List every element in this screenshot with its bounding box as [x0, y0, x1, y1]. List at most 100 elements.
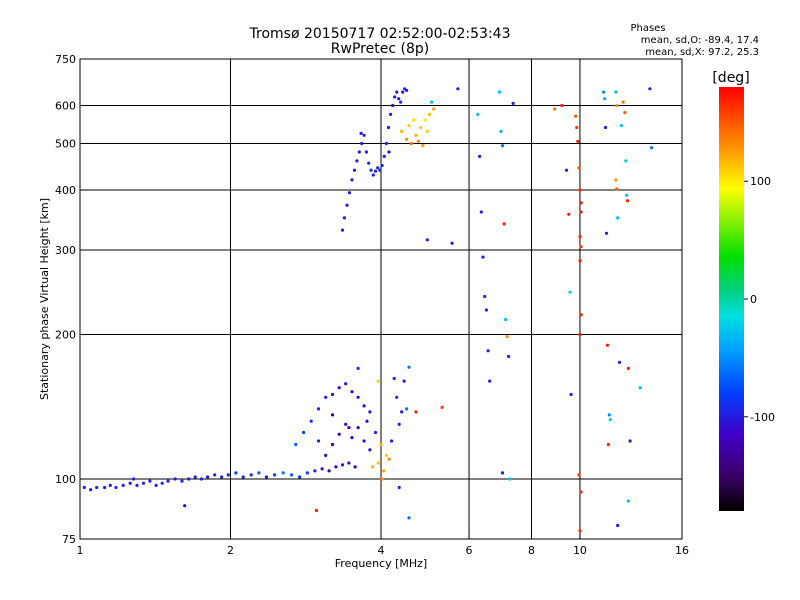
echo-point [345, 203, 349, 207]
echo-point [614, 178, 618, 182]
echo-point [114, 485, 118, 490]
echo-point [397, 485, 401, 490]
echo-point [187, 477, 191, 481]
echo-point [507, 354, 511, 359]
echo-point [160, 481, 164, 485]
echo-point [425, 238, 429, 242]
x-tick-label: 8 [528, 544, 535, 557]
x-tick-label: 10 [573, 544, 587, 557]
echo-point [257, 471, 261, 475]
echo-point [421, 144, 425, 148]
echo-point [500, 471, 505, 475]
echo-point [364, 150, 368, 154]
echo-point [578, 188, 582, 192]
echo-point [334, 465, 338, 469]
echo-point [273, 473, 277, 477]
echo-point [359, 131, 363, 135]
echo-point [362, 133, 366, 137]
echo-point [356, 426, 360, 430]
echo-point [391, 103, 395, 108]
echo-point [414, 133, 418, 137]
echo-point [619, 124, 623, 128]
echo-point [356, 366, 360, 370]
colorbar-tick-label: -100 [750, 411, 775, 424]
echo-point [484, 308, 488, 312]
echo-point [569, 392, 573, 397]
echo-point [625, 193, 629, 197]
echo-point [365, 419, 369, 423]
echo-point [615, 187, 619, 191]
echo-point [574, 114, 578, 118]
echo-point [82, 485, 86, 490]
echo-point [350, 436, 354, 440]
echo-point [508, 477, 512, 481]
echo-point [505, 335, 509, 339]
y-axis-label: Stationary phase Virtual Height [km] [38, 198, 51, 400]
echo-point [603, 97, 607, 101]
echo-point [605, 343, 610, 347]
y-tick-label: 100 [55, 473, 76, 486]
echo-point [382, 469, 386, 473]
echo-point [456, 87, 460, 91]
echo-point [390, 439, 394, 443]
echo-point [575, 125, 579, 130]
echo-point [380, 163, 384, 168]
echo-point [89, 488, 93, 492]
echo-point [324, 395, 328, 399]
echo-point [281, 471, 285, 475]
echo-point [379, 442, 383, 447]
echo-point [206, 475, 210, 479]
echo-point [579, 210, 583, 214]
echo-point [108, 483, 112, 487]
echo-point [395, 395, 399, 399]
echo-point [414, 410, 418, 414]
echo-point [380, 477, 384, 481]
echo-point [578, 529, 582, 533]
echo-point [387, 457, 391, 461]
echo-point [386, 125, 391, 130]
echo-point [576, 139, 580, 143]
echo-point [402, 379, 406, 383]
echo-point [128, 481, 132, 485]
echo-point [625, 199, 630, 203]
echo-point [579, 245, 583, 249]
echo-point [337, 432, 341, 436]
y-tick-label: 75 [62, 533, 76, 546]
echo-point [395, 90, 399, 94]
y-tick-label: 400 [55, 184, 76, 197]
echo-point [568, 290, 572, 294]
echo-point [154, 483, 158, 487]
colorbar-ticks: 100 0 -100 [744, 175, 775, 424]
x-tick-label: 6 [466, 544, 473, 557]
echo-point [412, 118, 416, 122]
echo-point [121, 483, 125, 487]
echo-point [330, 413, 335, 417]
echo-point [626, 499, 631, 503]
colorbar-tick-label: 0 [750, 293, 757, 306]
echo-point [368, 410, 372, 414]
echo-point [132, 477, 136, 481]
echo-point [173, 477, 177, 481]
y-tick-label: 600 [55, 100, 76, 113]
echo-point [427, 112, 432, 116]
echo-point [330, 442, 335, 447]
echo-point [342, 216, 346, 220]
echo-point [344, 422, 348, 426]
echo-point [579, 201, 583, 205]
echo-point [234, 471, 238, 475]
echo-point [405, 407, 409, 411]
echo-point [500, 144, 505, 148]
echo-point [614, 90, 618, 94]
echo-point [316, 407, 321, 411]
echo-point [353, 465, 357, 469]
echo-point [340, 228, 345, 232]
echo-point [344, 382, 348, 386]
echo-point [407, 365, 411, 369]
echo-point [616, 216, 620, 220]
echo-point [376, 461, 380, 465]
x-axis-label: Frequency [MHz] [335, 557, 427, 570]
echo-point [606, 442, 611, 447]
echo-point [347, 426, 351, 430]
echo-point [399, 100, 403, 104]
